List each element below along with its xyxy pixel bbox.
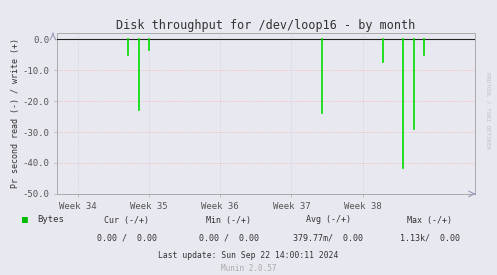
Text: Last update: Sun Sep 22 14:00:11 2024: Last update: Sun Sep 22 14:00:11 2024 xyxy=(159,251,338,260)
Text: 0.00 /  0.00: 0.00 / 0.00 xyxy=(97,233,157,242)
Text: Avg (-/+): Avg (-/+) xyxy=(306,216,350,224)
Text: Max (-/+): Max (-/+) xyxy=(408,216,452,224)
Text: Min (-/+): Min (-/+) xyxy=(206,216,251,224)
Text: 0.00 /  0.00: 0.00 / 0.00 xyxy=(199,233,258,242)
Text: Munin 2.0.57: Munin 2.0.57 xyxy=(221,265,276,273)
Text: Bytes: Bytes xyxy=(37,216,64,224)
Text: 1.13k/  0.00: 1.13k/ 0.00 xyxy=(400,233,460,242)
Y-axis label: Pr second read (-) / write (+): Pr second read (-) / write (+) xyxy=(11,39,20,188)
Text: RRDTOOL / TOBI OETIKER: RRDTOOL / TOBI OETIKER xyxy=(486,72,491,148)
Text: Cur (-/+): Cur (-/+) xyxy=(104,216,149,224)
Text: ■: ■ xyxy=(22,215,28,225)
Text: 379.77m/  0.00: 379.77m/ 0.00 xyxy=(293,233,363,242)
Title: Disk throughput for /dev/loop16 - by month: Disk throughput for /dev/loop16 - by mon… xyxy=(116,19,415,32)
